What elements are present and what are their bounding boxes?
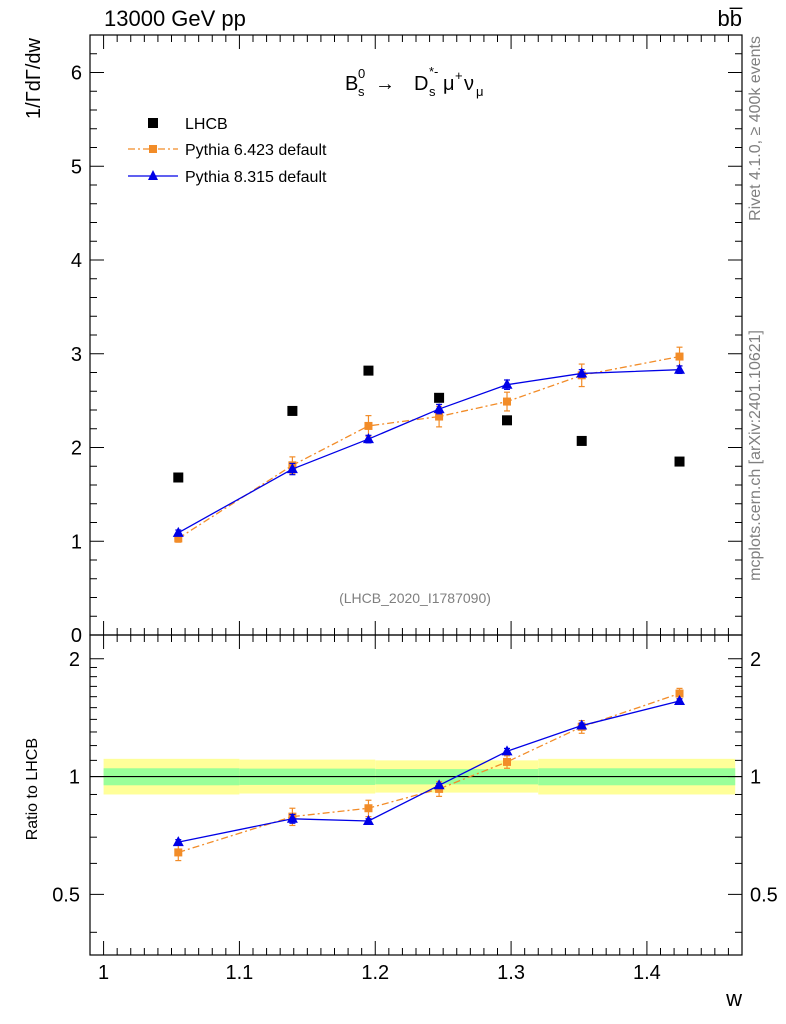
svg-text:s: s (358, 84, 365, 99)
y-tick-label: 3 (71, 344, 82, 366)
ratio-pythia6-point (675, 689, 684, 698)
ratio-pythia8-point (286, 812, 298, 823)
y-axis-title: 1/ΓdΓ/dw (23, 37, 45, 119)
svg-text:ν: ν (464, 73, 474, 95)
ratio-pythia8-point (433, 779, 445, 790)
svg-text:s: s (429, 84, 436, 99)
lhcb-point (434, 392, 445, 403)
lhcb-point (576, 435, 587, 446)
x-tick-label: 1.1 (226, 962, 254, 984)
ratio-pythia8-point (674, 694, 686, 705)
pythia8-point (172, 526, 184, 537)
legend-marker-lhcb (148, 118, 158, 128)
pythia6-point (435, 412, 444, 421)
svg-text:→: → (375, 73, 395, 95)
ratio-y-tick-label: 2 (69, 649, 80, 671)
ratio-y-axis-title: Ratio to LHCB (24, 738, 41, 840)
analysis-id: (LHCB_2020_I1787090) (339, 590, 491, 606)
pythia6-point (364, 421, 373, 430)
ratio-y-tick-label: 0.5 (52, 884, 80, 906)
svg-text:B: B (345, 73, 358, 95)
pythia8-point (576, 367, 588, 378)
legend-marker-pythia8 (148, 170, 158, 180)
ratio-pythia6-point (503, 757, 512, 766)
ratio-pythia6-point (174, 848, 183, 857)
x-tick-label: 1.2 (361, 962, 389, 984)
process-label: bb̅ (718, 6, 743, 31)
pythia6-point (675, 352, 684, 361)
y-tick-label: 0 (71, 625, 82, 647)
svg-text:*-: *- (429, 64, 438, 79)
ratio-pythia8-point (362, 814, 374, 825)
legend-marker-pythia6 (149, 145, 157, 153)
ratio-y-tick-label-right: 0.5 (750, 884, 778, 906)
ratio-pythia8-point (576, 719, 588, 730)
y-tick-label: 2 (71, 438, 82, 460)
legend: LHCB Pythia 6.423 default Pythia 8.315 d… (128, 116, 327, 186)
pythia6-point (503, 397, 512, 406)
ratio-pythia6-point (364, 804, 373, 813)
svg-text:0: 0 (358, 66, 365, 81)
ratio-y-tick-label-right: 1 (750, 767, 761, 789)
x-axis-title: w (725, 986, 742, 1011)
lhcb-point (674, 456, 685, 467)
ratio-y-tick-label: 1 (69, 767, 80, 789)
pythia8-point (674, 363, 686, 374)
energy-label: 13000 GeV pp (104, 6, 246, 31)
svg-text:D: D (414, 73, 428, 95)
x-tick-label: 1.4 (633, 962, 661, 984)
process-title: B 0 s → D *- s μ + ν μ (345, 64, 484, 99)
lhcb-point (287, 405, 298, 416)
y-tick-label: 4 (71, 250, 82, 272)
pythia8-point (501, 378, 513, 389)
ratio-pythia8-point (172, 836, 184, 847)
rivet-label: Rivet 4.1.0, ≥ 400k events (747, 36, 764, 221)
ratio-pythia8-point (501, 745, 513, 756)
legend-label-lhcb: LHCB (185, 116, 228, 133)
lhcb-point (173, 472, 184, 483)
y-tick-label: 6 (71, 63, 82, 85)
pythia8-point (433, 403, 445, 414)
y-tick-label: 5 (71, 156, 82, 178)
x-tick-label: 1.3 (497, 962, 525, 984)
legend-label-pythia6: Pythia 6.423 default (185, 142, 327, 159)
svg-text:μ: μ (476, 84, 484, 99)
x-tick-label: 1 (98, 962, 109, 984)
svg-text:+: + (455, 68, 463, 83)
pythia8-point (286, 463, 298, 474)
legend-label-pythia8: Pythia 8.315 default (185, 169, 327, 186)
lhcb-point (502, 415, 513, 426)
source-label: mcplots.cern.ch [arXiv:2401.10621] (747, 330, 764, 581)
pythia8-line (177, 369, 680, 534)
lhcb-point (363, 365, 374, 376)
pythia6-point (174, 534, 183, 543)
pythia8-point (362, 433, 374, 444)
y-tick-label: 1 (71, 531, 82, 553)
pythia6-line (177, 355, 680, 539)
svg-text:μ: μ (443, 73, 455, 95)
ratio-y-tick-label-right: 2 (750, 649, 761, 671)
